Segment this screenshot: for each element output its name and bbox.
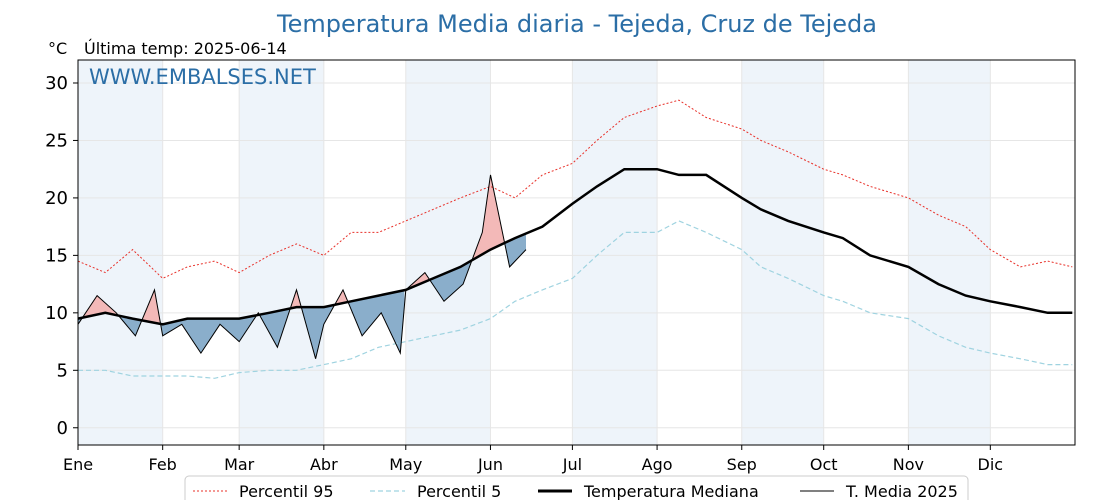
legend-label-p95: Percentil 95: [239, 482, 334, 500]
month-band-nov: [908, 60, 991, 445]
fill-below-median: [348, 290, 405, 354]
fill-above-median: [472, 174, 505, 260]
series-lines: [77, 99, 1073, 379]
month-band-ene: [78, 60, 163, 445]
y-tick-label: 15: [45, 245, 68, 266]
x-tick-label: Sep: [727, 455, 757, 474]
x-tick-label: Nov: [893, 455, 924, 474]
y-tick-label: 20: [45, 188, 68, 209]
chart-title: Temperatura Media diaria - Tejeda, Cruz …: [276, 10, 877, 38]
fill-below-median: [119, 315, 141, 336]
series-line-percentil-5: [78, 220, 1073, 379]
y-tick-label: 5: [57, 360, 68, 381]
legend-label-p5: Percentil 5: [417, 482, 501, 500]
last-temp-label: Última temp: 2025-06-14: [84, 39, 287, 58]
legend-label-2025: T. Media 2025: [845, 482, 958, 500]
x-tick-label: Oct: [810, 455, 838, 474]
x-tick-label: Ago: [642, 455, 673, 474]
x-tick-label: Jul: [562, 455, 582, 474]
fill-above-median: [83, 295, 118, 318]
watermark: WWW.EMBALSES.NET: [89, 65, 316, 89]
month-band-mar: [239, 60, 324, 445]
plot-frame: [77, 59, 1076, 446]
y-tick-label: 30: [45, 73, 68, 94]
x-tick-label: Mar: [224, 455, 255, 474]
series-line-mediana: [77, 167, 1073, 326]
y-tick-label: 25: [45, 130, 68, 151]
legend-label-median: Temperatura Mediana: [583, 482, 759, 500]
legend: Percentil 95 Percentil 5 Temperatura Med…: [184, 475, 969, 500]
x-tick-label: Jun: [477, 455, 503, 474]
month-band-sep: [741, 60, 824, 445]
series-line-2025: [77, 174, 527, 359]
fill-below-median: [505, 233, 526, 267]
month-band-jul: [572, 60, 658, 445]
y-axis-ticks: 0 5 10 15 20 25 30: [45, 73, 78, 439]
x-tick-label: Abr: [310, 455, 338, 474]
fill-below-median: [430, 260, 472, 302]
x-tick-label: Dic: [978, 455, 1004, 474]
x-tick-label: Ene: [63, 455, 93, 474]
x-axis-ticks: Ene Feb Mar Abr May Jun Jul Ago Sep Oct Nov Dic: [63, 445, 1003, 474]
y-tick-label: 10: [45, 303, 68, 324]
month-shading-bands: [78, 60, 991, 445]
grid-lines: [77, 60, 1075, 445]
fill-above-median: [405, 272, 429, 290]
x-tick-label: May: [389, 455, 422, 474]
fill-above-median: [142, 289, 160, 324]
y-tick-label: 0: [57, 418, 68, 439]
legend-box: [184, 475, 969, 500]
x-tick-label: Feb: [149, 455, 177, 474]
series-line-percentil-95: [77, 99, 1073, 279]
fill-below-median: [259, 308, 290, 348]
unit-label: °C: [48, 39, 67, 58]
fill-above-median: [291, 289, 301, 309]
fill-below-median: [302, 305, 334, 359]
fill-below-median: [161, 315, 256, 354]
